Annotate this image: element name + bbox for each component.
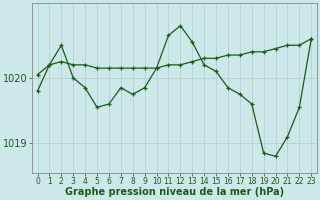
X-axis label: Graphe pression niveau de la mer (hPa): Graphe pression niveau de la mer (hPa) <box>65 187 284 197</box>
